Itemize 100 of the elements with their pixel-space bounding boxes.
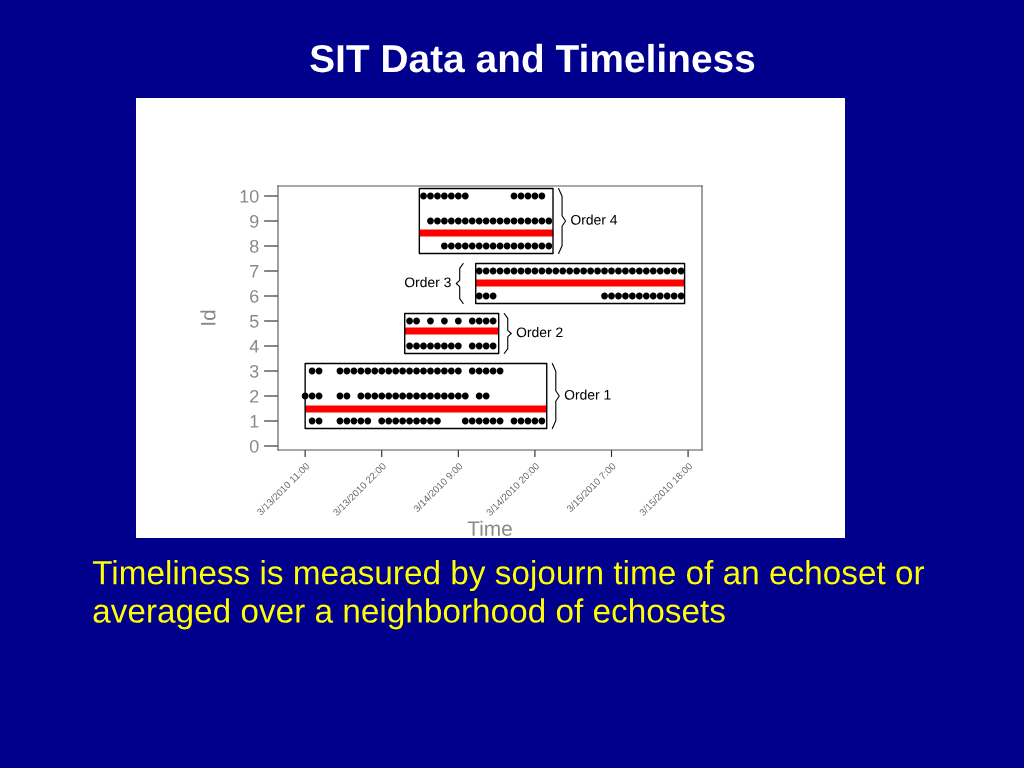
point (615, 267, 622, 275)
point (628, 292, 636, 300)
point (441, 317, 448, 325)
point (434, 217, 441, 225)
point (475, 217, 483, 225)
point (441, 192, 448, 200)
point (461, 417, 469, 425)
point (475, 392, 483, 400)
point (454, 217, 462, 225)
point (434, 392, 441, 400)
point (392, 367, 400, 375)
point (371, 392, 379, 400)
point (594, 267, 601, 275)
point (364, 392, 372, 400)
point (441, 242, 448, 250)
point (468, 217, 476, 225)
point (454, 367, 462, 375)
point (378, 417, 386, 425)
y-tick-label: 9 (250, 214, 259, 228)
point (413, 417, 420, 425)
point (364, 417, 372, 425)
point (552, 267, 560, 275)
point (399, 367, 407, 375)
point (608, 267, 615, 275)
point (441, 367, 448, 375)
y-tick-label: 8 (249, 239, 259, 253)
point (427, 192, 434, 200)
point (447, 192, 455, 200)
point (642, 267, 650, 275)
point (427, 392, 434, 400)
point (475, 317, 483, 325)
y-tick-label: 6 (250, 289, 259, 303)
point (378, 367, 386, 375)
point (447, 217, 455, 225)
point (566, 267, 574, 275)
point (656, 267, 664, 275)
point (447, 342, 455, 350)
y-tick-label: 1 (250, 415, 259, 428)
point (468, 317, 476, 325)
point (573, 267, 581, 275)
point (427, 217, 434, 225)
point (615, 292, 622, 300)
point (587, 267, 595, 275)
point (406, 342, 413, 350)
point (649, 292, 657, 300)
point (601, 292, 608, 300)
point (413, 317, 420, 325)
point (475, 242, 483, 250)
point (461, 192, 469, 200)
chart-title: SIT Data and Timeliness (310, 43, 755, 73)
point (454, 242, 462, 250)
point (447, 392, 455, 400)
y-tick-label: 4 (249, 340, 259, 353)
point (468, 342, 476, 350)
point (454, 317, 462, 325)
point (441, 217, 448, 225)
point (399, 392, 407, 400)
point (454, 392, 462, 400)
point (656, 292, 664, 300)
point (454, 342, 462, 350)
point (628, 267, 636, 275)
point (559, 267, 567, 275)
point (420, 417, 427, 425)
point (622, 292, 629, 300)
point (413, 342, 420, 350)
point (406, 317, 413, 325)
point (441, 342, 448, 350)
point (385, 392, 393, 400)
point (454, 192, 462, 200)
y-axis-title: Id (200, 310, 216, 325)
y-tick-label: 5 (249, 315, 259, 328)
point (434, 417, 441, 425)
point (427, 417, 434, 425)
point (427, 342, 434, 350)
point (434, 367, 441, 375)
point (406, 367, 413, 375)
point (420, 392, 427, 400)
point (434, 192, 441, 200)
point (475, 342, 483, 350)
point (378, 392, 386, 400)
y-tick-label: 7 (250, 265, 259, 278)
point (392, 417, 400, 425)
point (447, 367, 455, 375)
point (461, 217, 469, 225)
point (447, 242, 455, 250)
point (413, 392, 420, 400)
annotation: Order 3 (404, 277, 451, 288)
point (420, 367, 427, 375)
point (580, 267, 588, 275)
point (468, 242, 476, 250)
point (371, 367, 379, 375)
point (427, 367, 434, 375)
text: Timeliness is measured by sojourn time of an echoset or averaged over a neighborhood of echosets (92, 560, 925, 630)
point (475, 417, 483, 425)
point (635, 292, 643, 300)
point (468, 367, 476, 375)
annotation: Order 1 (564, 389, 611, 400)
point (468, 417, 476, 425)
point (406, 417, 413, 425)
y-tick-label: 3 (249, 364, 259, 378)
